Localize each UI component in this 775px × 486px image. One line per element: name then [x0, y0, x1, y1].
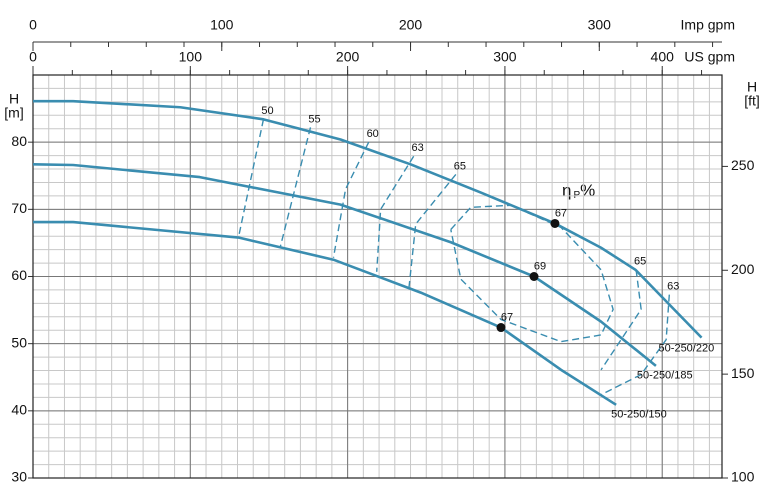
efficiency-label: 63: [667, 281, 679, 293]
x-tick-label: 300: [493, 49, 517, 65]
efficiency-line: [332, 141, 370, 258]
x2-tick-label: 100: [210, 17, 234, 33]
efficiency-label: η P%: [562, 181, 595, 200]
pump-curve: [33, 99, 703, 339]
y-tick-label: 60: [11, 267, 27, 283]
x2-tick-label: 200: [399, 17, 423, 33]
x2-tick-label: 300: [588, 17, 612, 33]
x2-axis-title: Imp gpm: [681, 17, 735, 33]
operating-point: [550, 218, 560, 228]
y-axis-title: [m]: [4, 105, 23, 121]
y-tick-label: 70: [11, 200, 27, 216]
x-tick-label: 400: [651, 49, 675, 65]
y2-tick-label: 150: [731, 365, 755, 381]
point-label: 67: [501, 311, 513, 323]
pump-curve: [32, 163, 657, 367]
y2-tick-label: 250: [731, 157, 755, 173]
y-tick-label: 80: [11, 133, 27, 149]
y-tick-label: 40: [11, 402, 27, 418]
x2-tick-label: 0: [29, 17, 37, 33]
y2-axis-title: [ft]: [744, 93, 760, 109]
curve-label: 50-250/220: [659, 343, 715, 355]
efficiency-line: [450, 204, 614, 343]
y-tick-label: 30: [11, 469, 27, 485]
curve-label: 50-250/150: [611, 409, 667, 421]
y-axis-title: H: [9, 91, 19, 107]
efficiency-line: [376, 155, 415, 272]
point-label: 69: [534, 260, 546, 272]
x-tick-label: 200: [336, 49, 360, 65]
efficiency-label: 65: [634, 256, 646, 268]
x-tick-label: 100: [179, 49, 203, 65]
y-tick-label: 50: [11, 334, 27, 350]
efficiency-unit: %: [580, 181, 595, 200]
x-tick-label: 0: [29, 49, 37, 65]
y2-axis-title: H: [747, 79, 757, 95]
efficiency-line: [600, 269, 642, 371]
efficiency-label: 60: [367, 128, 379, 140]
efficiency-sub: P: [573, 190, 580, 201]
operating-point: [496, 323, 506, 333]
efficiency-line: [237, 119, 265, 238]
x-axis-title: US gpm: [684, 49, 735, 65]
curve-label: 50-250/185: [637, 370, 693, 382]
efficiency-label: 50: [261, 105, 273, 117]
efficiency-label: 63: [412, 142, 424, 154]
efficiency-line: [408, 173, 457, 290]
efficiency-line: [600, 294, 671, 396]
efficiency-line: [279, 127, 312, 247]
point-label: 67: [555, 207, 567, 219]
plot-frame: [32, 74, 723, 479]
operating-point: [529, 272, 539, 281]
pump-curve: [33, 220, 617, 406]
efficiency-label: 55: [308, 113, 320, 125]
efficiency-symbol: η: [562, 181, 571, 200]
efficiency-label: 65: [454, 160, 466, 172]
y2-tick-label: 200: [731, 261, 755, 277]
y2-tick-label: 100: [731, 469, 755, 485]
